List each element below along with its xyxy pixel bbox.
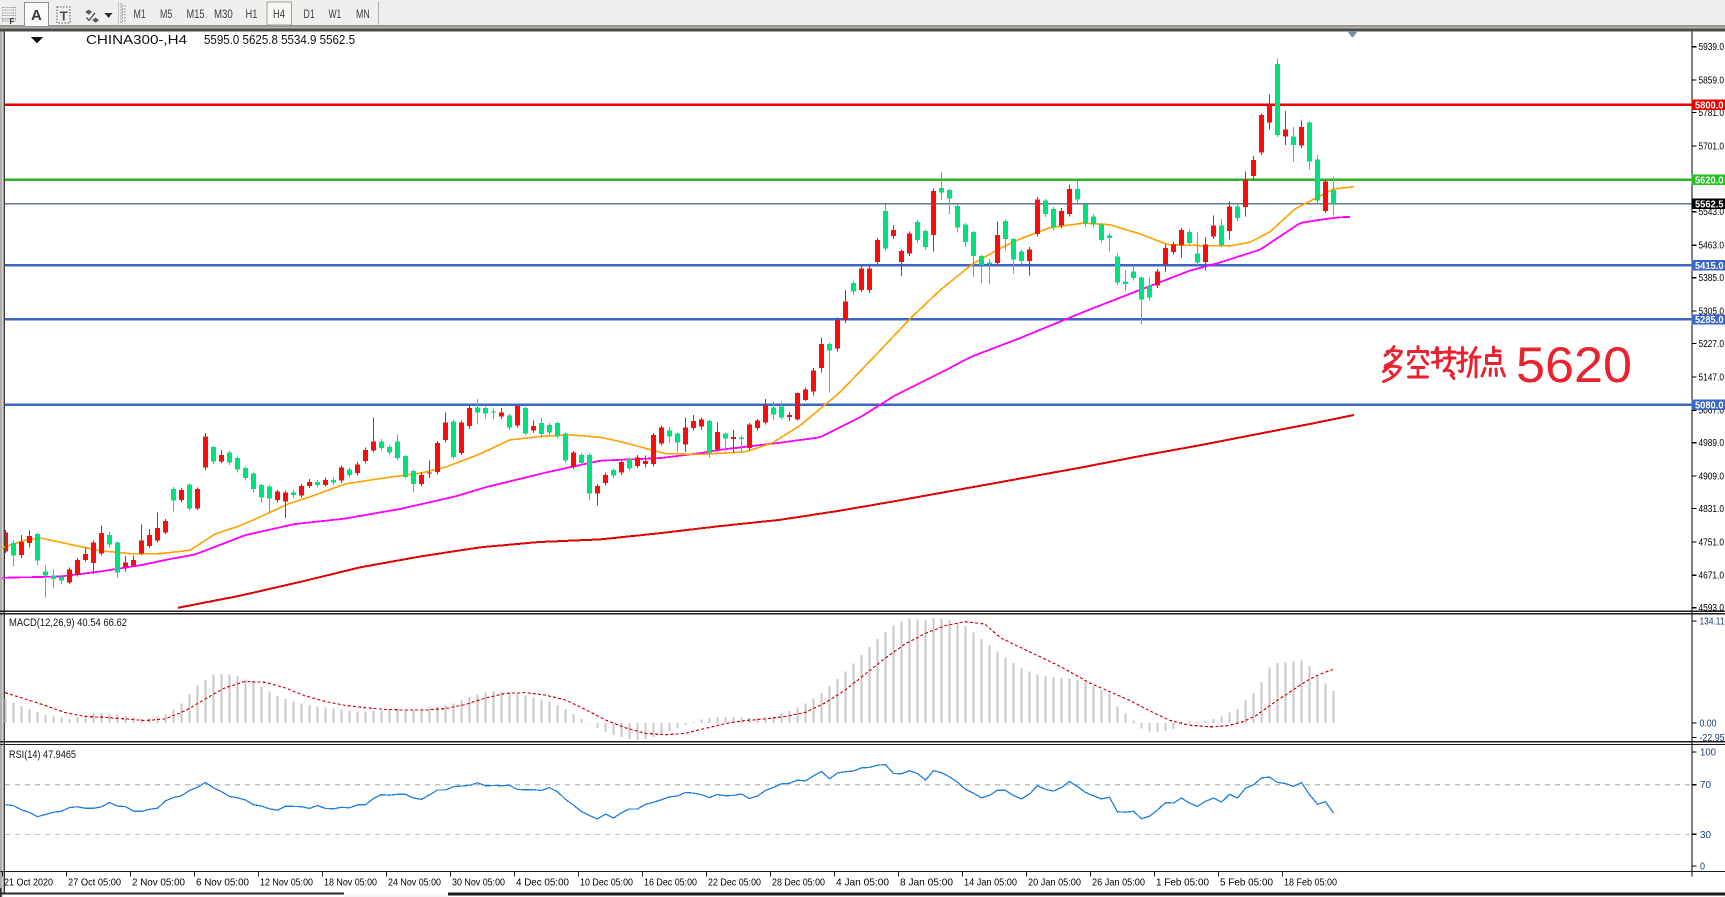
svg-text:CHINA300-,H4: CHINA300-,H4: [86, 33, 187, 47]
svg-text:T: T: [60, 9, 68, 24]
svg-text:20 Jan 05:00: 20 Jan 05:00: [1028, 877, 1081, 889]
svg-text:18 Feb 05:00: 18 Feb 05:00: [1284, 877, 1337, 889]
svg-text:26 Jan 05:00: 26 Jan 05:00: [1092, 877, 1145, 889]
svg-text:5620.0: 5620.0: [1695, 175, 1724, 186]
svg-text:28 Dec 05:00: 28 Dec 05:00: [772, 877, 825, 889]
svg-text:5067.0: 5067.0: [1699, 406, 1725, 417]
svg-text:10 Dec 05:00: 10 Dec 05:00: [580, 877, 633, 889]
svg-text:4831.0: 4831.0: [1699, 504, 1725, 515]
svg-text:5305.0: 5305.0: [1699, 306, 1725, 317]
svg-text:134.11: 134.11: [1700, 617, 1725, 628]
svg-text:4909.0: 4909.0: [1699, 472, 1725, 483]
svg-text:0: 0: [1700, 862, 1705, 873]
svg-text:5227.0: 5227.0: [1699, 339, 1725, 350]
svg-text:F: F: [10, 17, 15, 26]
svg-text:2 Nov 05:00: 2 Nov 05:00: [132, 877, 185, 889]
svg-text:RSI(14) 47.9465: RSI(14) 47.9465: [9, 749, 76, 761]
svg-text:5562.5: 5562.5: [1695, 199, 1724, 210]
svg-text:5800.0: 5800.0: [1695, 100, 1724, 111]
svg-text:M15: M15: [187, 7, 205, 21]
svg-text:D1: D1: [304, 7, 315, 21]
svg-text:5463.0: 5463.0: [1699, 241, 1725, 252]
svg-text:5859.0: 5859.0: [1699, 76, 1725, 87]
svg-text:30: 30: [1700, 830, 1711, 841]
svg-text:5595.0 5625.8 5534.9 5562.5: 5595.0 5625.8 5534.9 5562.5: [204, 33, 355, 47]
svg-text:21 Oct 2020: 21 Oct 2020: [4, 877, 53, 889]
svg-text:4593.0: 4593.0: [1699, 603, 1725, 614]
svg-text:M5: M5: [160, 7, 173, 21]
svg-text:W1: W1: [329, 7, 342, 21]
svg-text:8 Jan 05:00: 8 Jan 05:00: [900, 877, 953, 889]
svg-text:5620: 5620: [1516, 337, 1632, 393]
svg-text:24 Nov 05:00: 24 Nov 05:00: [388, 877, 441, 889]
svg-text:H4: H4: [273, 7, 285, 21]
svg-text:1 Feb 05:00: 1 Feb 05:00: [1156, 877, 1209, 889]
svg-text:A: A: [31, 7, 42, 24]
svg-text:5385.0: 5385.0: [1699, 273, 1725, 284]
svg-text:5080.0: 5080.0: [1695, 400, 1724, 411]
svg-text:6 Nov 05:00: 6 Nov 05:00: [196, 877, 249, 889]
svg-text:18 Nov 05:00: 18 Nov 05:00: [324, 877, 377, 889]
svg-text:12 Nov 05:00: 12 Nov 05:00: [260, 877, 313, 889]
svg-text:4989.0: 4989.0: [1699, 438, 1725, 449]
svg-text:70: 70: [1700, 780, 1711, 791]
svg-text:MN: MN: [356, 7, 370, 21]
svg-text:27 Oct 05:00: 27 Oct 05:00: [68, 877, 121, 889]
svg-text:30 Nov 05:00: 30 Nov 05:00: [452, 877, 505, 889]
svg-text:5781.0: 5781.0: [1699, 108, 1725, 119]
svg-text:MACD(12,26,9) 40.54 66.62: MACD(12,26,9) 40.54 66.62: [9, 617, 127, 629]
svg-text:100: 100: [1700, 748, 1716, 759]
svg-text:M30: M30: [214, 7, 233, 21]
svg-text:5285.0: 5285.0: [1695, 315, 1724, 326]
svg-text:4 Dec 05:00: 4 Dec 05:00: [516, 877, 569, 889]
svg-text:5939.0: 5939.0: [1699, 42, 1725, 53]
svg-text:16 Dec 05:00: 16 Dec 05:00: [644, 877, 697, 889]
svg-text:4 Jan 05:00: 4 Jan 05:00: [836, 877, 889, 889]
svg-text:5 Feb 05:00: 5 Feb 05:00: [1220, 877, 1273, 889]
svg-text:M1: M1: [134, 7, 147, 21]
svg-text:-22.95: -22.95: [1700, 733, 1725, 744]
svg-text:0.00: 0.00: [1700, 718, 1717, 729]
svg-text:22 Dec 05:00: 22 Dec 05:00: [708, 877, 761, 889]
svg-text:5543.0: 5543.0: [1699, 207, 1725, 218]
svg-text:5701.0: 5701.0: [1699, 141, 1725, 152]
svg-text:14 Jan 05:00: 14 Jan 05:00: [964, 877, 1017, 889]
svg-text:4671.0: 4671.0: [1699, 571, 1725, 582]
svg-text:4751.0: 4751.0: [1699, 537, 1725, 548]
svg-text:H1: H1: [246, 7, 258, 21]
svg-text:5147.0: 5147.0: [1699, 372, 1725, 383]
svg-text:5415.0: 5415.0: [1695, 261, 1724, 272]
